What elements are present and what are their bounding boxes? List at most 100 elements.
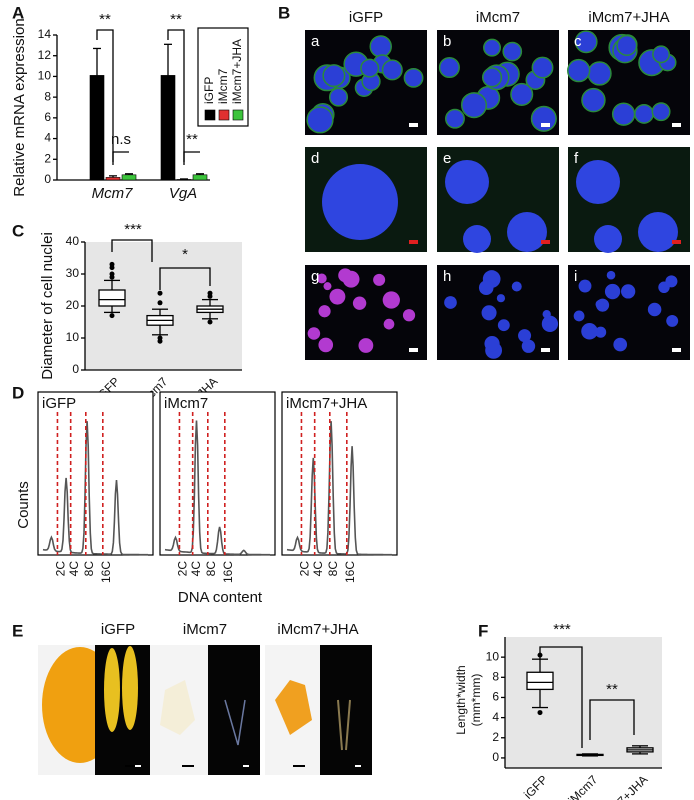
nucleus: [478, 280, 494, 295]
micrograph: [305, 30, 427, 135]
annotation: *: [182, 246, 188, 263]
histogram-title: iMcm7: [164, 395, 208, 412]
scale-bar: [135, 765, 141, 767]
nucleus: [638, 212, 678, 252]
annotation: ***: [553, 621, 571, 638]
nucleus: [306, 106, 334, 134]
ovary: [337, 699, 351, 751]
nucleus: [518, 329, 532, 343]
scale-bar: [125, 765, 137, 767]
box: [98, 289, 126, 307]
nucleus: [360, 58, 380, 78]
nucleus: [578, 279, 592, 293]
histogram-title: iGFP: [42, 395, 76, 412]
outlier: [157, 335, 163, 341]
nucleus: [521, 339, 536, 353]
y-tick-label: 4: [44, 131, 51, 145]
outlier: [109, 271, 115, 277]
outlier: [207, 290, 213, 296]
nucleus: [463, 225, 491, 253]
scale-bar: [243, 765, 249, 767]
legend-label: iMcm7: [216, 68, 230, 104]
column-header: iGFP: [349, 9, 383, 26]
nucleus: [445, 108, 465, 129]
nucleus: [581, 87, 606, 113]
y-tick-label: 10: [66, 330, 80, 344]
nucleus: [403, 67, 424, 88]
nucleus: [438, 56, 460, 79]
nucleus: [606, 270, 616, 280]
y-tick-label: 14: [38, 27, 52, 41]
ovary: [160, 680, 195, 735]
nucleus: [634, 104, 654, 124]
nucleus: [567, 58, 591, 83]
y-tick-label: 12: [38, 48, 52, 62]
photo-label: iGFP: [101, 621, 135, 638]
panel-label: A: [12, 3, 24, 22]
bracket: [183, 151, 200, 162]
scale-bar: [355, 765, 361, 767]
nucleus: [651, 102, 671, 122]
ploidy-label: 8C: [204, 561, 218, 577]
y-tick-label: 10: [38, 69, 52, 83]
y-tick-label: 6: [44, 110, 51, 124]
tile-letter: h: [443, 268, 451, 285]
outlier: [157, 290, 163, 296]
y-tick-label: 0: [492, 750, 499, 764]
bar: [89, 75, 105, 181]
ploidy-label: 4C: [189, 561, 203, 577]
ploidy-label: 2C: [176, 561, 190, 577]
nucleus: [484, 335, 500, 352]
micrograph: [437, 147, 559, 253]
scale-bar: [672, 240, 681, 244]
nucleus: [358, 338, 374, 353]
nucleus: [604, 283, 621, 300]
scale-bar: [182, 765, 194, 767]
x-axis-title: DNA content: [178, 589, 263, 606]
tile-letter: b: [443, 33, 451, 50]
y-tick-label: 20: [66, 298, 80, 312]
nucleus: [307, 327, 321, 340]
panel-label: E: [12, 621, 23, 640]
y-tick-label: 2: [492, 730, 499, 744]
x-tick-label: VgA: [169, 185, 197, 202]
y-tick-label: 30: [66, 266, 80, 280]
legend-swatch: [218, 109, 230, 121]
ploidy-label: 16C: [343, 561, 357, 583]
scale-bar: [672, 348, 681, 352]
box: [526, 671, 554, 691]
photo: [320, 645, 372, 775]
nucleus: [616, 34, 638, 56]
ploidy-label: 8C: [326, 561, 340, 577]
y-axis-title: Counts: [15, 481, 32, 529]
annotation: **: [186, 131, 198, 148]
y-tick-label: 0: [44, 172, 51, 186]
tile-letter: d: [311, 150, 319, 167]
ovary: [104, 648, 120, 732]
nucleus: [497, 319, 510, 332]
nucleus: [542, 309, 551, 319]
y-tick-label: 0: [72, 362, 79, 376]
y-axis-unit: (mm*mm): [469, 674, 483, 727]
y-tick-label: 40: [66, 234, 80, 248]
legend-label: iGFP: [202, 77, 216, 104]
nucleus: [581, 323, 598, 340]
histogram-curve: [286, 421, 392, 556]
ploidy-label: 2C: [298, 561, 312, 577]
nucleus: [352, 296, 367, 310]
histogram-curve: [42, 421, 148, 556]
ploidy-label: 2C: [54, 561, 68, 577]
micrograph: [437, 30, 559, 135]
y-axis-title: Length*width: [454, 665, 468, 734]
nucleus: [444, 296, 457, 309]
panel-label: B: [278, 3, 290, 22]
photo: [95, 645, 150, 775]
scale-bar: [672, 123, 681, 127]
nucleus: [316, 273, 327, 284]
photo-label: iMcm7+JHA: [277, 621, 358, 638]
bracket: [111, 239, 153, 262]
nucleus: [595, 326, 607, 338]
y-tick-label: 6: [492, 690, 499, 704]
nucleus: [665, 275, 678, 288]
micrograph: [568, 265, 690, 360]
